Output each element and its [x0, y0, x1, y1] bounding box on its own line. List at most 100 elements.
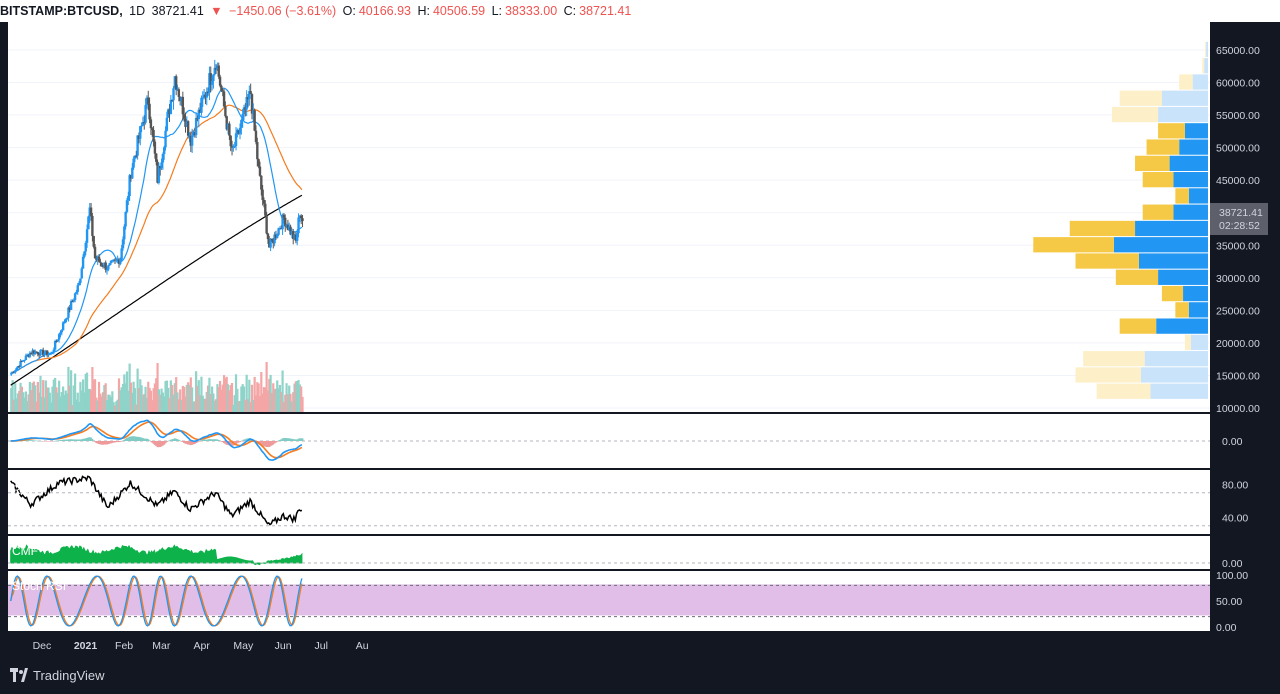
macd-hist-bar — [125, 438, 128, 441]
candle-body — [248, 91, 251, 100]
candle-body — [77, 282, 81, 286]
macd-hist-bar — [28, 440, 31, 441]
vp-up-bar — [1184, 123, 1208, 139]
macd-hist-bar — [140, 437, 143, 441]
volume-bar — [253, 376, 256, 412]
stoch-rsi-label[interactable]: Stoch RSI — [12, 579, 66, 593]
volume-bar — [221, 384, 224, 412]
volume-bar — [104, 383, 107, 412]
macd-hist-bar — [213, 439, 216, 441]
price-axis[interactable]: 10000.00 15000.00 20000.00 25000.00 30000.00… — [1216, 45, 1260, 415]
candle-body — [288, 226, 291, 230]
price-chart[interactable]: 0.00 40.00 80.00 0.00 0.00 50.00 100.00 100… — [0, 22, 1280, 658]
macd-hist-bar — [242, 439, 245, 441]
candle-body — [55, 341, 58, 343]
candle-body — [292, 231, 295, 239]
volume-bar — [173, 383, 176, 412]
tradingview-logo-icon[interactable] — [10, 668, 28, 682]
volume-bar — [42, 380, 45, 412]
legend-item-ma-1[interactable]: MA — [12, 65, 30, 79]
macd-hist-bar — [272, 441, 275, 445]
volume-bar — [238, 400, 242, 412]
volume-bar — [300, 386, 303, 412]
macd-hist-bar — [266, 441, 269, 448]
footer-brand[interactable]: TradingView — [33, 668, 105, 683]
candle-body — [256, 142, 259, 160]
macd-hist-bar — [43, 441, 46, 442]
candle-body — [204, 94, 207, 98]
volume-bar — [119, 390, 122, 412]
macd-hist-bar — [139, 437, 142, 441]
candle-body — [230, 146, 234, 148]
cmf-zero-label: 0.00 — [1222, 558, 1243, 570]
volume-bar — [95, 397, 98, 412]
volume-bar — [117, 378, 121, 412]
volume-bar — [242, 386, 246, 412]
candle-body — [69, 301, 73, 310]
volume-bar — [281, 370, 284, 412]
macd-hist-bar — [109, 441, 112, 444]
candle-body — [264, 203, 267, 216]
candle-body — [34, 351, 37, 354]
vp-up-bar — [1144, 351, 1208, 367]
interval-label[interactable]: 1D — [129, 4, 146, 18]
macd-hist-bar — [76, 439, 79, 441]
macd-label[interactable]: MACD — [12, 424, 48, 438]
candle-body — [152, 129, 155, 142]
macd-hist-bar — [143, 438, 146, 441]
legend-item-ma-3[interactable]: MA — [12, 113, 30, 127]
volume-bar — [124, 383, 127, 412]
candle-body — [151, 128, 154, 130]
candle-body — [120, 248, 123, 260]
macd-hist-bar — [224, 441, 227, 444]
macd-hist-bar — [88, 437, 91, 441]
macd-hist-bar — [147, 439, 150, 441]
legend-item-vol[interactable]: Vol — [12, 49, 29, 63]
rsi-label[interactable]: RSI — [12, 483, 32, 497]
macd-hist-bar — [95, 441, 98, 443]
candle-body — [233, 146, 236, 148]
price-tag-countdown: 02:28:52 — [1219, 220, 1260, 232]
volume-bar — [81, 379, 85, 412]
volume-bar — [153, 383, 156, 412]
volume-bar — [280, 391, 283, 412]
candle-body — [246, 97, 250, 100]
cmf-label[interactable]: CMF — [12, 544, 38, 558]
volume-bar — [109, 397, 113, 412]
vp-up-bar — [1206, 41, 1208, 58]
candle-body — [107, 265, 110, 270]
legend-item-ma-2[interactable]: MA — [12, 81, 30, 95]
candle-body — [234, 133, 238, 147]
candle-body — [298, 215, 302, 218]
legend-item-vpvr[interactable]: VPVR — [12, 97, 45, 111]
macd-hist-bar — [60, 439, 63, 441]
candle-body — [67, 307, 70, 318]
candle-body — [11, 371, 14, 374]
macd-hist-bar — [184, 441, 187, 444]
candle-body — [205, 91, 208, 98]
volume-bar — [209, 393, 212, 412]
candle-body — [224, 106, 227, 117]
macd-hist-bar — [35, 440, 38, 442]
macd-hist-bar — [240, 441, 243, 442]
macd-hist-bar — [58, 440, 61, 441]
volume-bar — [28, 381, 31, 412]
volume-bar — [261, 393, 264, 412]
macd-hist-bar — [209, 439, 212, 441]
candle-body — [194, 117, 198, 136]
volume-bar — [175, 377, 178, 412]
macd-hist-bar — [201, 439, 204, 441]
price-tick-label: 10000.00 — [1216, 403, 1260, 415]
candle-body — [278, 228, 282, 230]
candle-body — [192, 132, 195, 136]
macd-hist-bar — [83, 438, 86, 441]
macd-hist-bar — [103, 441, 106, 445]
time-axis[interactable]: Dec 2021 Feb Mar Apr May Jun Jul Au — [33, 640, 369, 652]
candle-body — [241, 114, 244, 120]
symbol-label[interactable]: BITSTAMP:BTCUSD, — [0, 4, 123, 18]
volume-bar — [199, 395, 202, 412]
volume-bar — [147, 381, 150, 412]
last-price: 38721.41 — [151, 4, 204, 18]
macd-hist-bar — [136, 436, 139, 441]
volume-bar — [80, 390, 83, 412]
